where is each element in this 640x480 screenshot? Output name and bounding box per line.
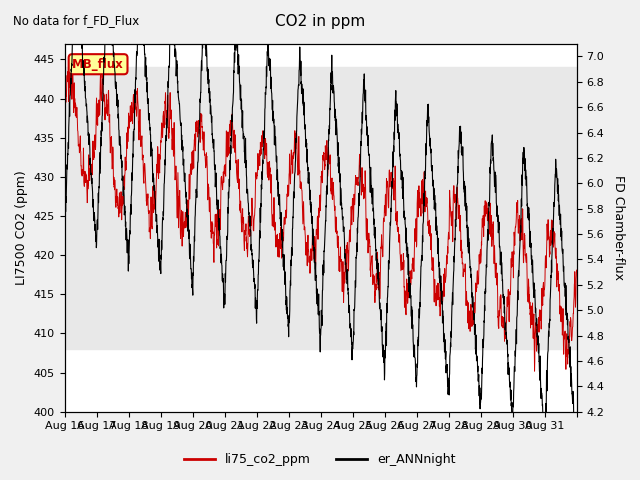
Legend: li75_co2_ppm, er_ANNnight: li75_co2_ppm, er_ANNnight — [179, 448, 461, 471]
Text: CO2 in ppm: CO2 in ppm — [275, 14, 365, 29]
Text: No data for f_FD_Flux: No data for f_FD_Flux — [13, 14, 139, 27]
Text: MB_flux: MB_flux — [72, 58, 124, 71]
Bar — [65, 67, 577, 349]
Y-axis label: LI7500 CO2 (ppm): LI7500 CO2 (ppm) — [15, 170, 28, 285]
Y-axis label: FD Chamber-flux: FD Chamber-flux — [612, 175, 625, 280]
